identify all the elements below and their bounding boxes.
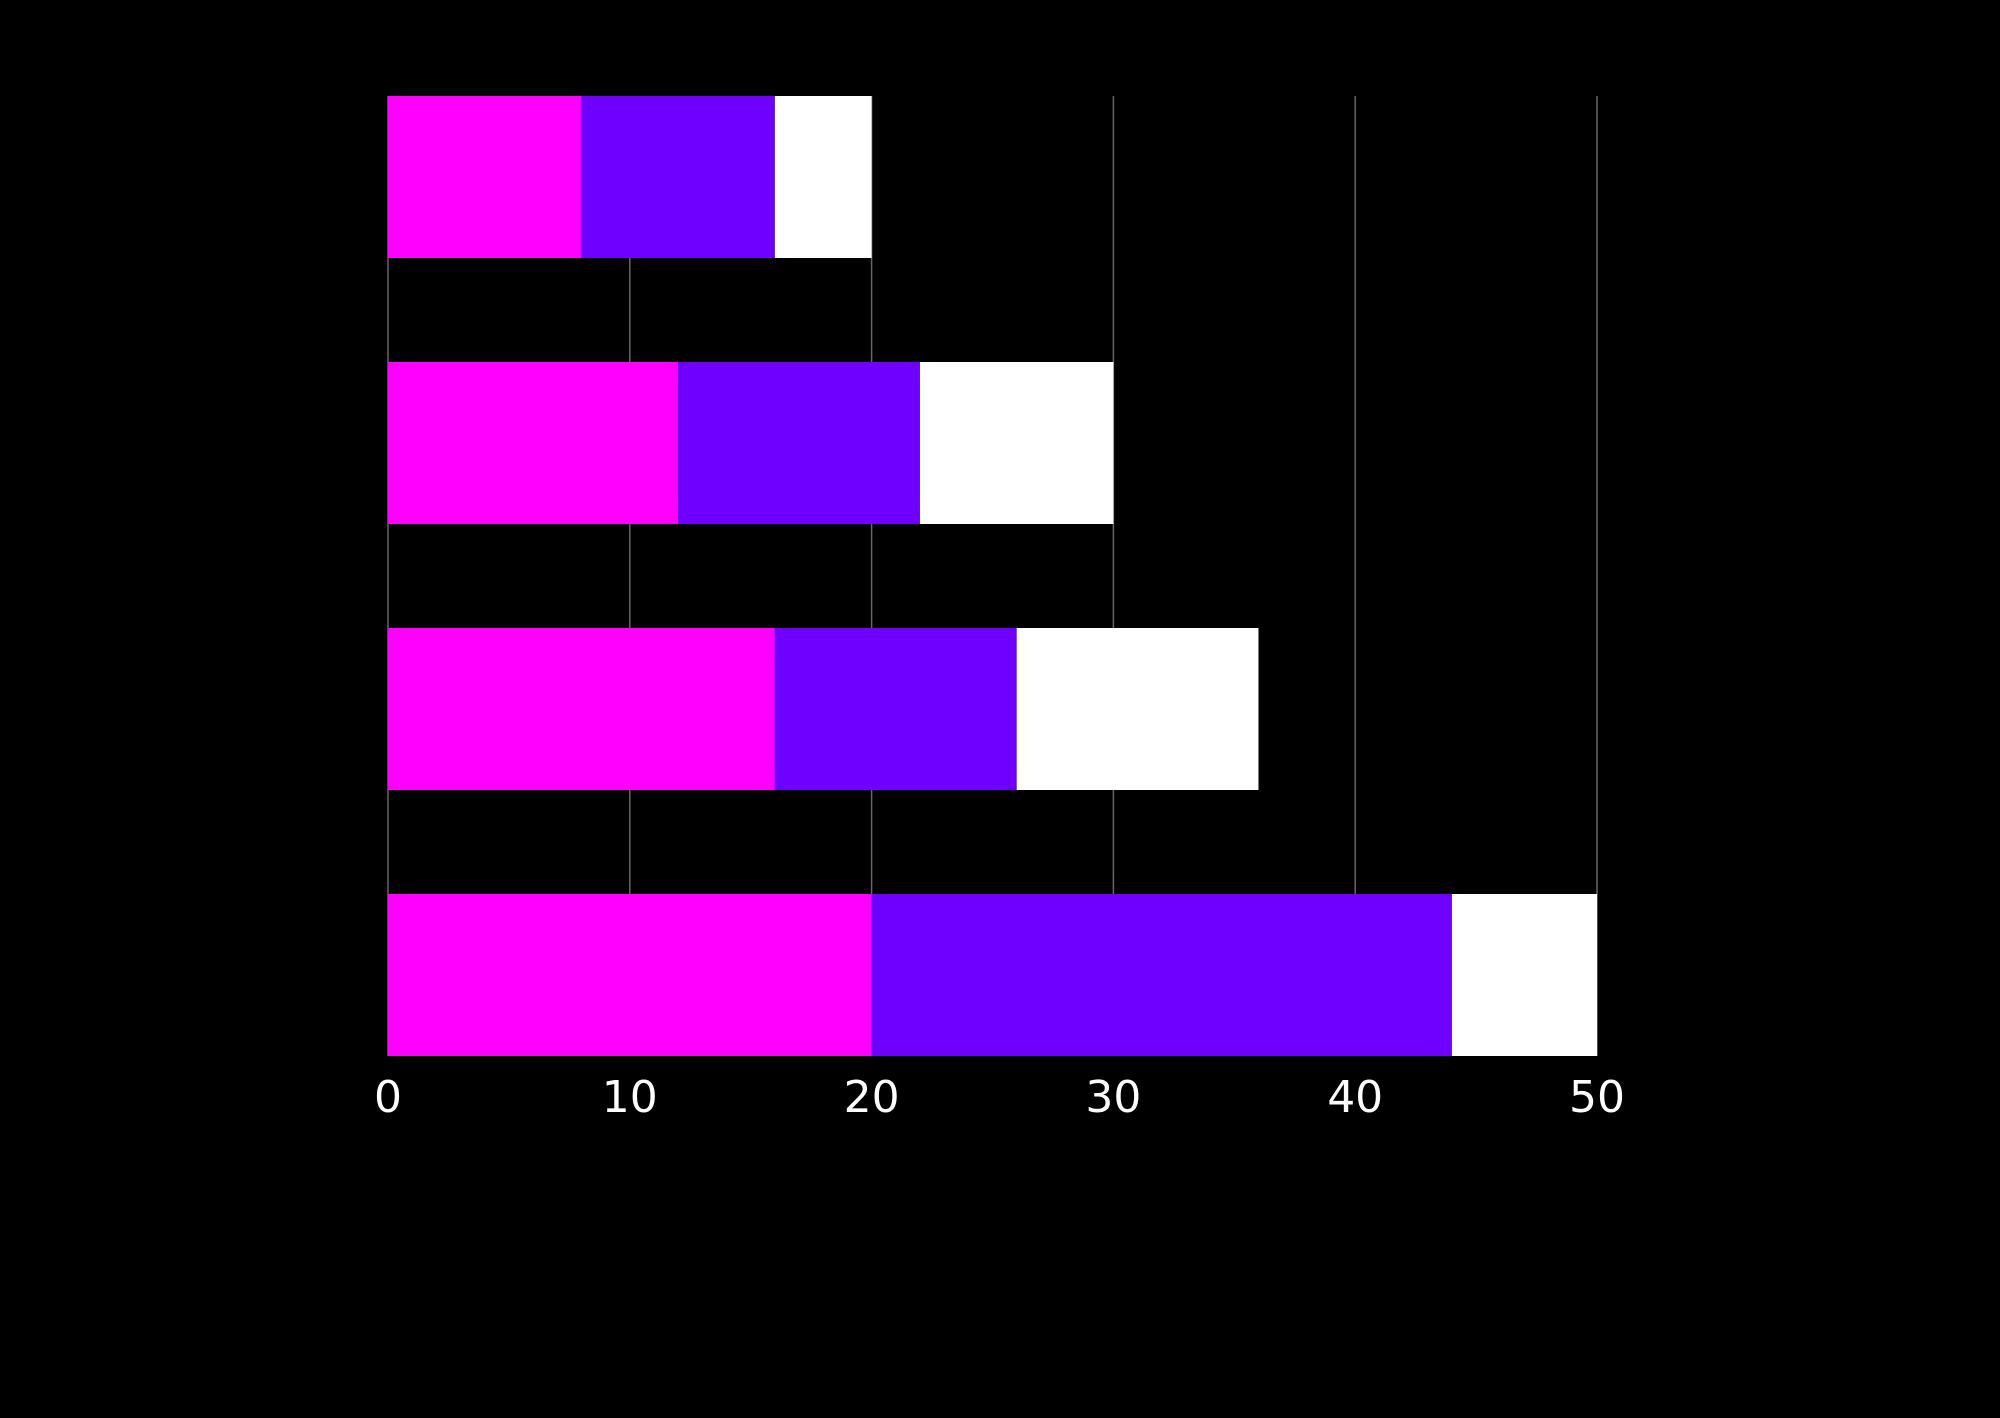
bar-3-segment-1 [388, 628, 775, 790]
x-tick-label-50: 50 [1569, 1072, 1625, 1123]
bar-1-segment-1 [388, 96, 582, 258]
x-tick-label-30: 30 [1085, 1072, 1141, 1123]
bar-4-segment-2 [871, 894, 1452, 1056]
x-axis-ticks: 0 10 20 30 40 50 [374, 1072, 1625, 1123]
bars [388, 96, 1597, 1056]
bar-1-segment-3 [774, 96, 872, 258]
x-tick-label-20: 20 [844, 1072, 900, 1123]
x-tick-label-40: 40 [1327, 1072, 1383, 1123]
bar-4-segment-1 [388, 894, 872, 1056]
bar-2-segment-2 [678, 362, 920, 524]
bar-4-segment-3 [1451, 894, 1597, 1056]
bar-2-segment-1 [388, 362, 679, 524]
x-tick-label-10: 10 [602, 1072, 658, 1123]
bar-1-segment-2 [581, 96, 775, 258]
x-tick-label-0: 0 [374, 1072, 402, 1123]
bar-3-segment-2 [774, 628, 1017, 790]
bar-2-segment-3 [919, 362, 1114, 524]
bar-3-segment-3 [1016, 628, 1259, 790]
